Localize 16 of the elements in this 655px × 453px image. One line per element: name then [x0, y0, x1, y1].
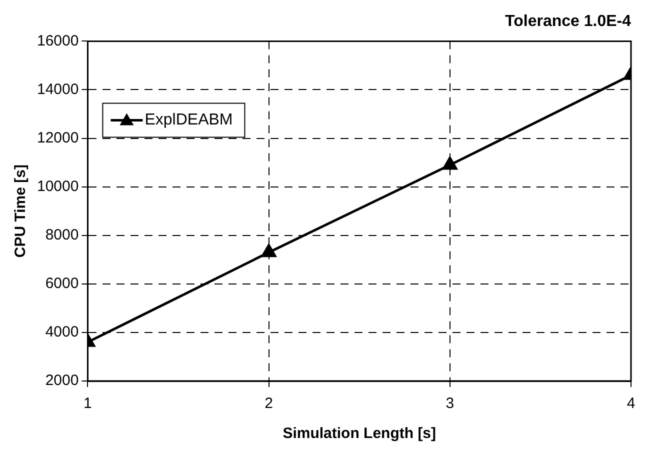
- chart-title: Tolerance 1.0E-4: [505, 13, 632, 30]
- y-tick-label: 16000: [36, 32, 79, 50]
- x-tick-label: 2: [264, 395, 273, 412]
- y-tick-label: 14000: [36, 80, 79, 98]
- legend-label: ExplDEABM: [144, 112, 233, 129]
- y-tick-label: 2000: [45, 372, 79, 390]
- x-tick-label: 4: [626, 395, 636, 412]
- y-axis-title: CPU Time [s]: [12, 164, 30, 258]
- y-tick-label: 8000: [45, 226, 79, 244]
- y-tick-label: 6000: [45, 275, 79, 292]
- y-tick-label: 12000: [36, 129, 79, 146]
- x-tick-label: 3: [446, 395, 454, 412]
- x-axis-title: Simulation Length [s]: [282, 425, 436, 442]
- y-tick-label: 10000: [36, 178, 79, 195]
- x-tick-label: 1: [84, 395, 92, 412]
- y-tick-label: 4000: [45, 324, 79, 341]
